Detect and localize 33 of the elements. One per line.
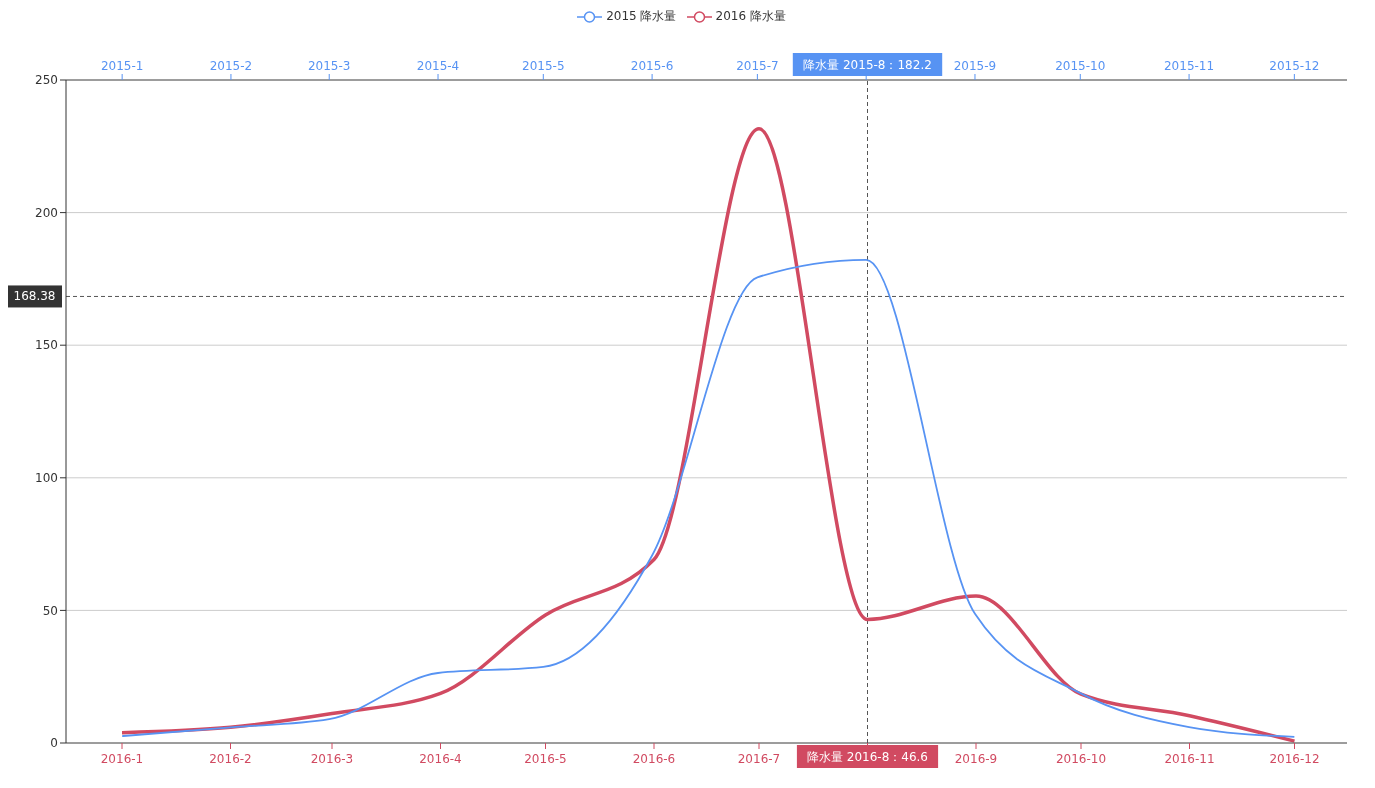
y-tick-label: 0: [50, 736, 58, 751]
x2-tick-label: 2015-3: [307, 59, 351, 73]
x2-tick-label: 2015-5: [522, 59, 565, 73]
x-tick-label: 2016-1: [100, 752, 144, 766]
x-tick-label: 2016-5: [524, 752, 567, 766]
x2-tick-label: 2015-6: [630, 59, 674, 73]
x-tick-label: 2016-3: [310, 752, 354, 766]
x-tick-label: 2016-9: [954, 752, 998, 766]
x-tick-label: 2016-12: [1269, 752, 1320, 766]
x-tick-label: 2016-11: [1164, 752, 1215, 766]
x2-tick-label: 2015-1: [100, 59, 144, 73]
x2-tick-label: 2015-12: [1269, 59, 1320, 73]
x-tick-label: 2016-2: [209, 752, 252, 766]
x-tick-label: 2016-10: [1055, 752, 1107, 766]
y-tick-label: 250: [35, 73, 58, 88]
x2-tick-label: 2015-7: [736, 59, 779, 73]
legend-label: 2015 降水量: [605, 8, 677, 25]
ref-line-label: 168.38: [13, 289, 56, 304]
y-tick-label: 200: [35, 205, 58, 220]
legend-label: 2016 降水量: [714, 8, 786, 25]
x-tick-label: 2016-7: [737, 752, 781, 766]
x2-tick-label: 2015-11: [1164, 59, 1215, 73]
x-tick-label: 2016-6: [632, 752, 676, 766]
x2-tick-label: 2015-10: [1055, 59, 1106, 73]
x-tick-label: 2016-4: [419, 752, 462, 766]
x2-tick-label: 2015-9: [953, 59, 997, 73]
y-tick-label: 150: [35, 338, 58, 353]
x2-tick-label: 2015-4: [416, 59, 460, 73]
y-tick-label: 50: [42, 603, 58, 618]
text: 降水量 2015-8：182.2: [803, 58, 932, 72]
text: 降水量 2016-8：46.6: [806, 750, 929, 764]
y-tick-label: 100: [35, 471, 58, 486]
x2-tick-label: 2015-2: [209, 59, 253, 73]
